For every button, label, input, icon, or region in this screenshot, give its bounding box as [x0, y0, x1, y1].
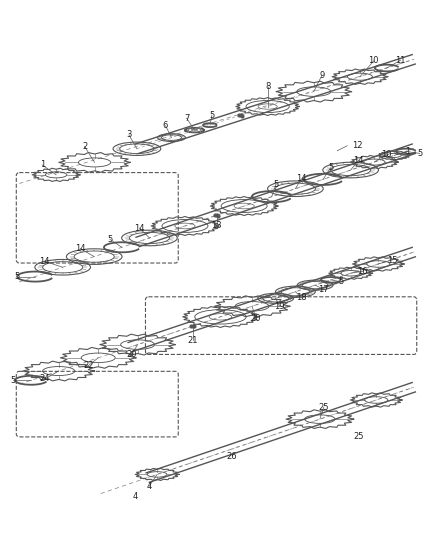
Text: 5: 5	[14, 272, 20, 281]
Text: 5: 5	[209, 111, 214, 120]
Text: 12: 12	[351, 141, 361, 150]
Text: 5: 5	[416, 149, 421, 158]
Text: 2: 2	[82, 142, 87, 151]
Text: 14: 14	[353, 156, 363, 165]
Text: 25: 25	[353, 432, 364, 441]
Text: 5: 5	[11, 376, 16, 385]
Text: 14: 14	[134, 223, 145, 232]
Text: 7: 7	[184, 114, 189, 123]
Text: 20: 20	[250, 314, 261, 322]
Text: 5: 5	[107, 235, 112, 244]
Text: 16: 16	[357, 266, 367, 276]
Text: 13: 13	[211, 221, 221, 230]
Text: 24: 24	[39, 375, 50, 383]
Text: 20: 20	[126, 350, 137, 359]
Text: 25: 25	[318, 403, 328, 411]
Text: 19: 19	[274, 302, 284, 311]
Text: 26: 26	[226, 453, 237, 461]
Text: 8: 8	[265, 82, 270, 91]
Text: 21: 21	[187, 335, 198, 344]
Text: 18: 18	[295, 293, 306, 302]
Text: 14: 14	[75, 244, 85, 253]
Text: 22: 22	[83, 361, 93, 370]
Text: 17: 17	[317, 285, 328, 294]
Text: 11: 11	[395, 55, 405, 64]
Text: 14: 14	[39, 257, 50, 266]
Text: 1: 1	[404, 147, 410, 156]
Text: 10: 10	[380, 150, 391, 159]
Text: 5: 5	[328, 163, 333, 172]
Text: 10: 10	[368, 56, 378, 66]
Text: 6: 6	[162, 121, 168, 130]
Text: 15: 15	[386, 255, 396, 264]
Text: 9: 9	[318, 71, 324, 80]
Text: 5: 5	[337, 277, 343, 286]
Text: 3: 3	[126, 131, 131, 139]
Text: 4: 4	[133, 492, 138, 501]
Text: 4: 4	[146, 482, 152, 491]
Text: 14: 14	[296, 174, 306, 183]
Text: 1: 1	[39, 160, 45, 169]
Text: 5: 5	[272, 180, 278, 189]
